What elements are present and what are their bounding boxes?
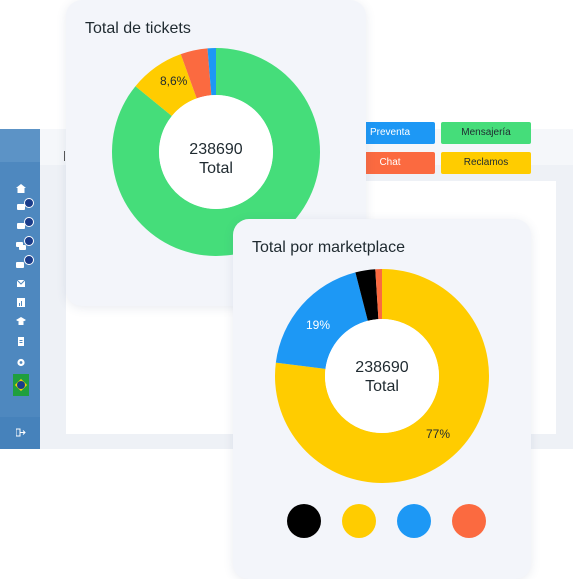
marketplace-total: 238690 Total [344, 358, 420, 396]
document-icon[interactable] [16, 337, 26, 346]
home-icon[interactable] [16, 184, 26, 193]
flag-circle [17, 381, 25, 389]
sidebar [0, 129, 40, 449]
marketplace-donut-chart [275, 269, 489, 483]
chart-icon[interactable] [16, 298, 26, 307]
marketplace-card-title: Total por marketplace [252, 239, 405, 256]
tickets-slice-2[interactable] [180, 48, 212, 99]
tickets-card: Total de tickets 238690 Total 8,6% [66, 0, 366, 306]
marketplace-total-label: Total [365, 378, 399, 395]
marketplace-slice-0[interactable] [275, 269, 489, 483]
marketplace-swatch-black[interactable] [287, 504, 321, 538]
tickets-slice-label: 8,6% [160, 74, 188, 88]
marketplace-slice-2[interactable] [355, 269, 379, 321]
legend-mensajeria[interactable]: Mensajería [441, 122, 531, 144]
gear-icon[interactable] [16, 358, 26, 367]
tickets-total-value: 238690 [189, 141, 243, 158]
notification-badge [24, 198, 34, 208]
marketplace-total-value: 238690 [355, 359, 409, 376]
marketplace-card: Total por marketplace 238690 Total 19% 7… [233, 219, 531, 579]
marketplace-slice-1[interactable] [275, 272, 368, 369]
tickets-total: 238690 Total [178, 140, 254, 178]
messages-icon[interactable] [16, 222, 26, 231]
brazil-flag-icon[interactable] [13, 374, 29, 396]
tickets-slice-0[interactable] [111, 48, 320, 256]
inbox-icon[interactable] [16, 260, 26, 269]
marketplace-swatch-yellow[interactable] [342, 504, 376, 538]
tickets-slice-1[interactable] [135, 54, 197, 116]
legend-preventa[interactable]: Preventa [345, 122, 435, 144]
graduation-icon[interactable] [16, 317, 26, 326]
tickets-hole [159, 95, 273, 209]
marketplace-label-blue: 19% [306, 318, 331, 332]
marketplace-swatch-orange[interactable] [452, 504, 486, 538]
sidebar-header [0, 129, 40, 162]
logout-icon [16, 428, 26, 437]
tickets-card-title: Total de tickets [85, 20, 191, 37]
marketplace-hole [325, 319, 439, 433]
marketplace-label-yellow: 77% [426, 427, 451, 441]
chat-bubbles-icon[interactable] [16, 241, 26, 250]
tickets-donut-chart [111, 48, 320, 256]
marketplace-swatch-blue[interactable] [397, 504, 431, 538]
legend-reclamos[interactable]: Reclamos [441, 152, 531, 174]
legend-chat[interactable]: Chat [345, 152, 435, 174]
notification-badge [24, 217, 34, 227]
notification-badge [24, 255, 34, 265]
tickets-total-label: Total [199, 160, 233, 177]
text-cursor [64, 151, 65, 161]
marketplace-slice-3[interactable] [375, 269, 382, 320]
tickets-slice-3[interactable] [207, 48, 216, 96]
mail-icon[interactable] [16, 279, 26, 288]
chat-icon[interactable] [16, 203, 26, 212]
notification-badge [24, 236, 34, 246]
logout-button[interactable] [0, 417, 40, 449]
